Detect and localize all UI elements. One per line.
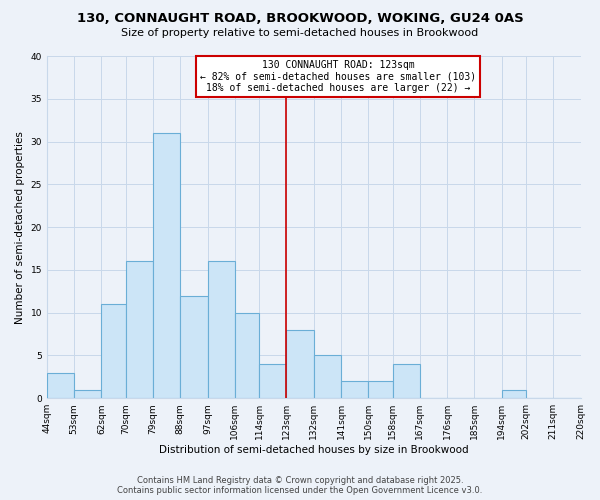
Bar xyxy=(368,381,392,398)
Bar xyxy=(126,262,153,398)
Bar xyxy=(341,381,368,398)
Bar xyxy=(181,296,208,398)
Y-axis label: Number of semi-detached properties: Number of semi-detached properties xyxy=(15,130,25,324)
Bar xyxy=(259,364,286,398)
Bar xyxy=(392,364,420,398)
Bar xyxy=(47,372,74,398)
Text: Contains HM Land Registry data © Crown copyright and database right 2025.
Contai: Contains HM Land Registry data © Crown c… xyxy=(118,476,482,495)
Bar xyxy=(235,312,259,398)
Text: 130 CONNAUGHT ROAD: 123sqm
← 82% of semi-detached houses are smaller (103)
18% o: 130 CONNAUGHT ROAD: 123sqm ← 82% of semi… xyxy=(200,60,476,94)
Text: 130, CONNAUGHT ROAD, BROOKWOOD, WOKING, GU24 0AS: 130, CONNAUGHT ROAD, BROOKWOOD, WOKING, … xyxy=(77,12,523,26)
Bar xyxy=(101,304,126,398)
Bar xyxy=(286,330,314,398)
Bar xyxy=(208,262,235,398)
Bar xyxy=(153,133,181,398)
Bar xyxy=(314,356,341,398)
Text: Size of property relative to semi-detached houses in Brookwood: Size of property relative to semi-detach… xyxy=(121,28,479,38)
Bar xyxy=(502,390,526,398)
Bar xyxy=(74,390,101,398)
X-axis label: Distribution of semi-detached houses by size in Brookwood: Distribution of semi-detached houses by … xyxy=(159,445,469,455)
